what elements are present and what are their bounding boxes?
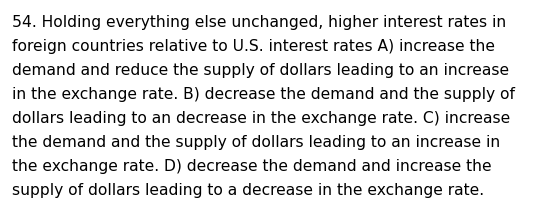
Text: foreign countries relative to U.S. interest rates A) increase the: foreign countries relative to U.S. inter… bbox=[12, 39, 496, 54]
Text: demand and reduce the supply of dollars leading to an increase: demand and reduce the supply of dollars … bbox=[12, 63, 509, 78]
Text: the demand and the supply of dollars leading to an increase in: the demand and the supply of dollars lea… bbox=[12, 135, 501, 150]
Text: 54. Holding everything else unchanged, higher interest rates in: 54. Holding everything else unchanged, h… bbox=[12, 15, 507, 30]
Text: the exchange rate. D) decrease the demand and increase the: the exchange rate. D) decrease the deman… bbox=[12, 159, 492, 174]
Text: in the exchange rate. B) decrease the demand and the supply of: in the exchange rate. B) decrease the de… bbox=[12, 87, 515, 102]
Text: dollars leading to an decrease in the exchange rate. C) increase: dollars leading to an decrease in the ex… bbox=[12, 111, 511, 126]
Text: supply of dollars leading to a decrease in the exchange rate.: supply of dollars leading to a decrease … bbox=[12, 183, 484, 198]
